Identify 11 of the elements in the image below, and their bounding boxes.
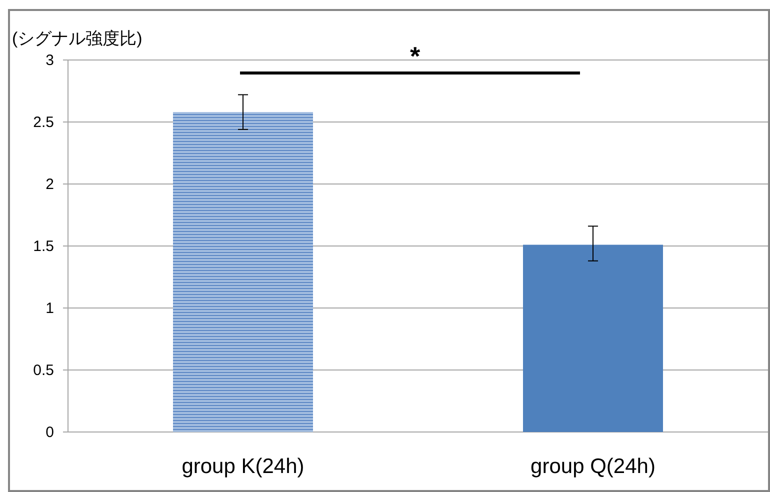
y-tick-label: 3 [46, 52, 54, 69]
y-tick-label: 2 [46, 176, 54, 193]
y-tick-label: 0.5 [33, 362, 54, 379]
y-tick-label: 0 [46, 424, 54, 441]
y-tick-label: 1.5 [33, 238, 54, 255]
y-axis-title: (シグナル強度比) [12, 29, 142, 48]
x-tick-label: group Q(24h) [530, 455, 656, 478]
y-tick-label: 1 [46, 300, 54, 317]
x-tick-label: group K(24h) [182, 455, 304, 478]
y-tick-label: 2.5 [33, 114, 54, 131]
annotation: * [410, 41, 421, 71]
